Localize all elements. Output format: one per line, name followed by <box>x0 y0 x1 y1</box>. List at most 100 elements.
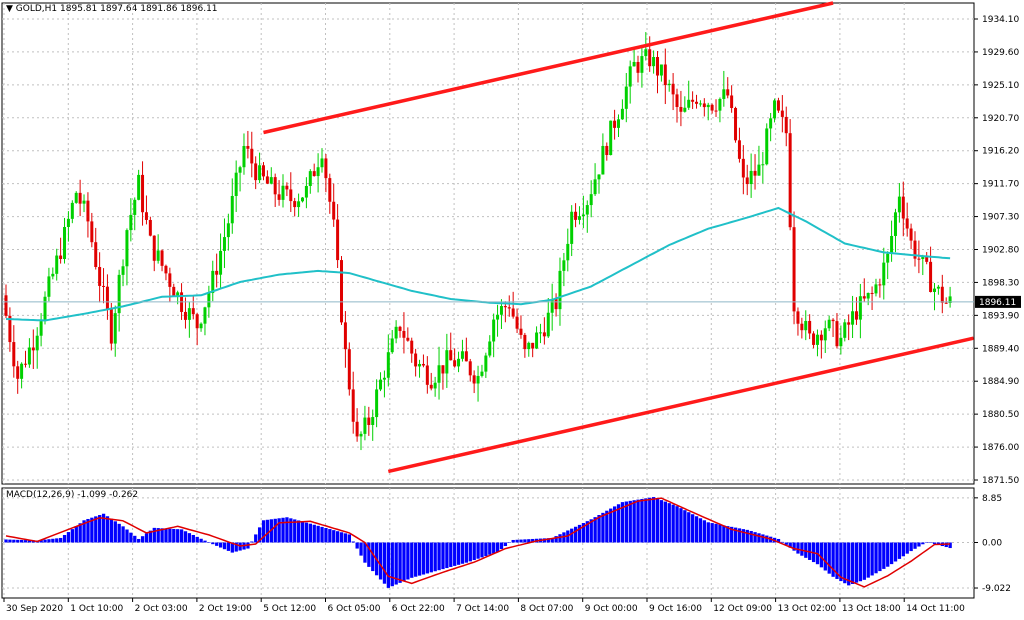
macd-histogram-bar <box>683 510 687 543</box>
bear-candle <box>4 295 8 316</box>
macd-histogram-bar <box>86 518 90 543</box>
bull-candle <box>238 167 242 173</box>
time-tick-label: 12 Oct 09:00 <box>713 604 772 614</box>
bull-candle <box>457 358 461 367</box>
bear-candle <box>8 315 12 343</box>
bull-candle <box>620 108 624 120</box>
bull-candle <box>234 172 238 196</box>
bear-candle <box>336 219 340 261</box>
macd-histogram-bar <box>78 523 82 543</box>
macd-histogram-bar <box>722 525 726 543</box>
macd-histogram-bar <box>667 503 671 543</box>
macd-histogram-bar <box>164 528 168 543</box>
current-price-label: 1896.11 <box>979 298 1016 308</box>
bear-candle <box>788 133 792 228</box>
macd-histogram-bar <box>827 542 831 574</box>
macd-histogram-bar <box>726 526 730 543</box>
macd-histogram-bar <box>148 530 153 543</box>
bull-candle <box>851 311 855 325</box>
macd-histogram-bar <box>27 540 32 543</box>
bull-candle <box>827 319 831 329</box>
macd-histogram-bar <box>176 529 180 543</box>
bull-candle <box>659 64 663 76</box>
macd-histogram-bar <box>222 542 227 550</box>
macd-histogram-bar <box>312 524 316 543</box>
macd-histogram-bar <box>371 542 375 572</box>
macd-histogram-bar <box>476 542 480 559</box>
macd-histogram-bar <box>183 531 188 543</box>
bear-candle <box>917 258 921 260</box>
bear-candle <box>168 273 172 287</box>
macd-histogram-bar <box>585 521 589 543</box>
bull-candle <box>577 216 581 220</box>
bull-candle <box>562 260 566 271</box>
bull-candle <box>47 276 51 297</box>
macd-histogram-bar <box>23 540 28 543</box>
bear-candle <box>402 330 406 338</box>
bull-candle <box>219 250 223 275</box>
bull-candle <box>359 433 363 437</box>
bull-candle <box>687 99 691 108</box>
macd-histogram-bar <box>59 537 63 543</box>
bull-candle <box>765 128 769 165</box>
bear-candle <box>554 299 558 310</box>
macd-histogram-bar <box>495 542 500 553</box>
macd-histogram-bar <box>659 500 664 543</box>
macd-histogram-bar <box>211 542 215 545</box>
macd-tick-label: -9.022 <box>982 584 1011 594</box>
macd-histogram-bar <box>484 542 488 557</box>
macd-histogram-bar <box>792 542 796 551</box>
macd-histogram-bar <box>839 542 843 582</box>
macd-histogram-bar <box>406 542 410 580</box>
price-tick-label: 1925.10 <box>982 81 1019 91</box>
bear-candle <box>940 286 944 303</box>
bull-candle <box>43 296 47 322</box>
bear-candle <box>468 361 472 376</box>
bull-candle <box>538 332 542 334</box>
bull-candle <box>882 262 886 286</box>
bear-candle <box>312 171 316 177</box>
bull-candle <box>113 313 117 344</box>
bull-candle <box>936 286 940 289</box>
collapse-arrow-icon[interactable]: ▼ <box>6 4 13 14</box>
macd-histogram-bar <box>843 542 847 584</box>
macd-histogram-bar <box>70 529 75 543</box>
time-tick-label: 2 Oct 19:00 <box>199 604 252 614</box>
lower-trendline[interactable] <box>387 336 974 474</box>
bull-candle <box>176 292 180 297</box>
bull-candle <box>63 227 67 260</box>
bull-candle <box>667 83 671 86</box>
macd-histogram-bar <box>624 501 628 543</box>
macd-histogram-bar <box>464 542 469 563</box>
macd-histogram-bar <box>101 513 106 543</box>
macd-histogram-bar <box>179 529 184 543</box>
time-tick-label: 9 Oct 16:00 <box>649 604 702 614</box>
bear-candle <box>835 321 839 347</box>
macd-histogram-bar <box>757 533 761 543</box>
bull-candle <box>203 307 207 324</box>
macd-histogram-bar <box>866 542 870 578</box>
bear-candle <box>854 311 858 320</box>
bull-candle <box>815 334 819 345</box>
macd-main-value: -1.099 <box>77 490 107 500</box>
bear-candle <box>347 349 351 390</box>
macd-histogram-bar <box>324 527 328 543</box>
macd-histogram-bar <box>410 542 414 578</box>
macd-panel-title: MACD(12,26,9) -1.099 -0.262 <box>6 490 138 501</box>
bull-candle <box>437 365 441 383</box>
macd-histogram-bar <box>804 542 808 558</box>
bear-candle <box>94 242 98 268</box>
macd-histogram-bar <box>472 542 476 561</box>
macd-histogram-bar <box>698 518 703 543</box>
upper-trendline[interactable] <box>263 1 834 135</box>
bear-candle <box>905 218 909 229</box>
bear-candle <box>663 64 667 86</box>
macd-histogram-bar <box>511 539 515 543</box>
macd-histogram-bar <box>605 510 609 543</box>
bull-candle <box>570 211 574 244</box>
macd-histogram-bar <box>156 528 160 543</box>
bear-candle <box>90 221 94 243</box>
bear-candle <box>819 334 823 341</box>
